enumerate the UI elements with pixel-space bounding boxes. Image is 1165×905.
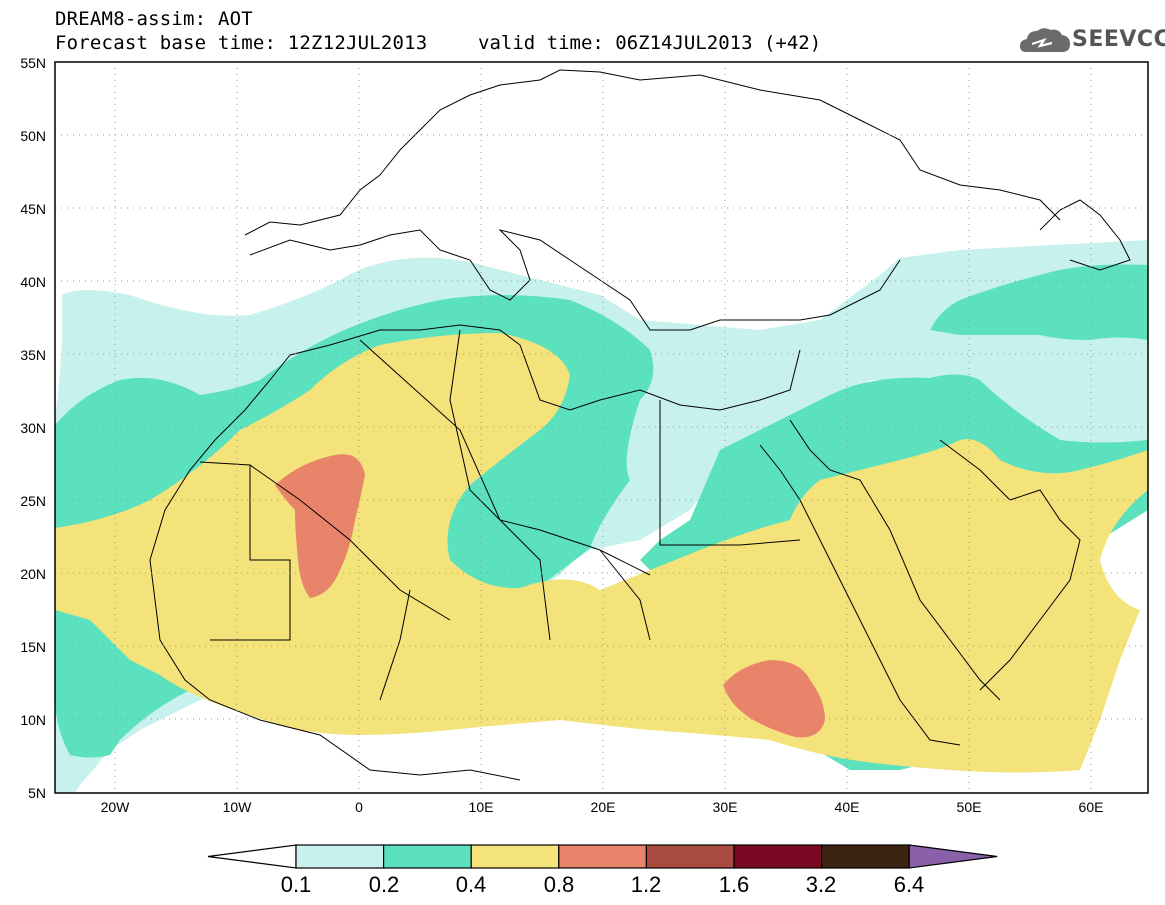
lat-label: 10N: [20, 712, 46, 728]
colorbar-arrow-high: [908, 844, 998, 869]
colorbar-segment: [645, 844, 735, 869]
lat-label: 45N: [20, 201, 46, 217]
coast-europe: [244, 69, 1061, 236]
colorbar-label: 0.1: [280, 872, 312, 897]
aot-contour-0.8b: [723, 660, 825, 738]
colorbar-segment: [295, 844, 385, 869]
border-lines: [199, 329, 801, 701]
lon-label: 10W: [223, 799, 253, 815]
colorbar-segment: [733, 844, 823, 869]
map-title: DREAM8-assim: AOT: [55, 8, 253, 30]
lon-label: 20W: [101, 799, 131, 815]
lat-label: 20N: [20, 566, 46, 582]
colorbar-label: 1.2: [630, 872, 662, 897]
coast-red-sea: [759, 419, 1001, 746]
lon-label: 60E: [1079, 799, 1104, 815]
lat-label: 35N: [20, 347, 46, 363]
colorbar-label: 1.6: [718, 872, 750, 897]
colorbar-segment: [383, 844, 472, 869]
lon-label: 40E: [835, 799, 860, 815]
coastlines: [149, 69, 1131, 781]
map-frame: [54, 61, 1149, 794]
lat-label: 55N: [20, 55, 46, 71]
lat-label: 25N: [20, 493, 46, 509]
coast-arabia: [939, 439, 1081, 691]
lon-label: 50E: [957, 799, 982, 815]
aot-contour-0.8a: [275, 454, 365, 598]
lat-label: 30N: [20, 420, 46, 436]
colorbar-arrow-low: [207, 844, 297, 869]
cloud-icon: [1020, 28, 1070, 52]
lon-labels: 20W 10W 0 10E 20E 30E 40E 50E 60E: [101, 799, 1104, 815]
colorbar: [207, 844, 998, 869]
lat-label: 15N: [20, 639, 46, 655]
coast-africa-west: [149, 354, 521, 781]
aot-field: [55, 240, 1148, 793]
valid-time: valid time: 06Z14JUL2013 (+42): [478, 32, 822, 54]
colorbar-labels: 0.1 0.2 0.4 0.8 1.2 1.6 3.2 6.4: [0, 872, 1165, 902]
lon-label: 10E: [469, 799, 494, 815]
logo-text: SEEVCCC: [1072, 27, 1165, 52]
lon-label: 30E: [713, 799, 738, 815]
lat-label: 50N: [20, 128, 46, 144]
colorbar-label: 3.2: [805, 872, 837, 897]
coast-med-north: [249, 229, 901, 331]
colorbar-label: 6.4: [893, 872, 925, 897]
lat-label: 5N: [28, 785, 46, 801]
lon-label: 0: [355, 799, 363, 815]
forecast-base-time: Forecast base time: 12Z12JUL2013: [55, 32, 428, 54]
colorbar-label: 0.8: [543, 872, 575, 897]
aot-contour-0.4: [55, 333, 1148, 773]
graticule: [55, 62, 1148, 793]
coast-africa-north: [289, 324, 801, 411]
lat-labels: 5N 10N 15N 20N 25N 30N 35N 40N 45N 50N 5…: [20, 55, 46, 801]
colorbar-segment: [558, 844, 647, 869]
lon-label: 20E: [591, 799, 616, 815]
colorbar-label: 0.2: [368, 872, 400, 897]
colorbar-label: 0.4: [455, 872, 487, 897]
colorbar-segment: [470, 844, 560, 869]
lat-label: 40N: [20, 274, 46, 290]
colorbar-segment: [820, 844, 910, 869]
